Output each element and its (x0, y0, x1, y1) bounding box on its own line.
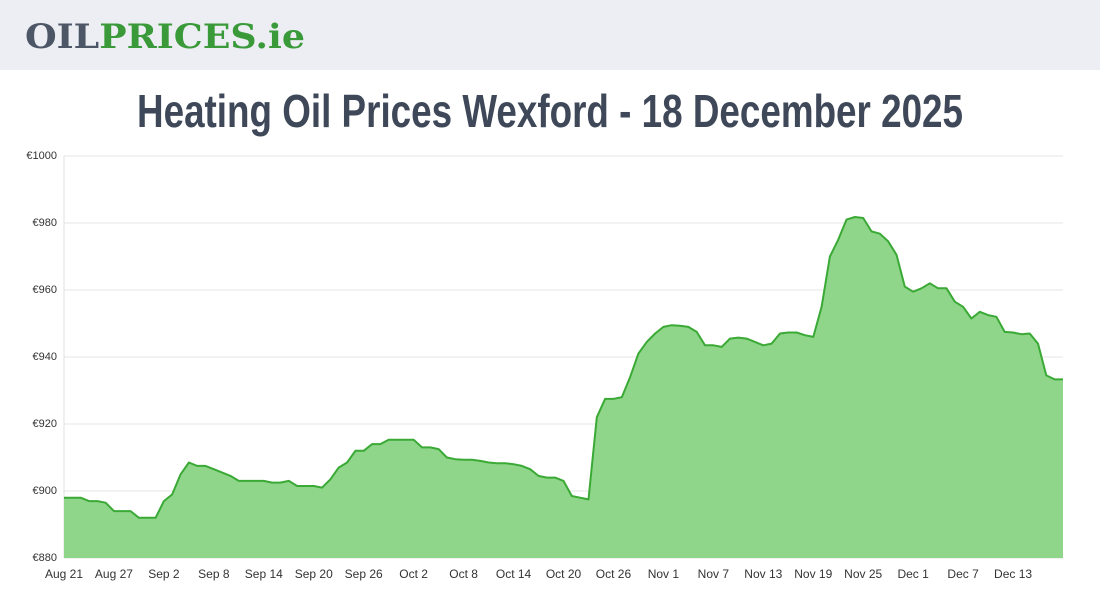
x-tick-label: Aug 27 (95, 567, 133, 581)
logo-part: OIL (25, 17, 99, 57)
x-tick-label: Sep 20 (295, 567, 333, 581)
x-tick-label: Nov 1 (648, 567, 680, 581)
x-tick-label: Aug 21 (45, 567, 83, 581)
y-tick-label: €940 (33, 351, 57, 363)
x-tick-label: Nov 7 (698, 567, 730, 581)
y-tick-label: €980 (33, 217, 57, 229)
logo-part: PRICES (99, 17, 255, 57)
area (64, 217, 1063, 558)
y-tick-label: €900 (33, 485, 57, 497)
x-tick-label: Dec 1 (897, 567, 929, 581)
header-bar (0, 0, 1100, 70)
x-tick-label: Oct 8 (449, 567, 478, 581)
x-tick-label: Dec 13 (994, 567, 1032, 581)
x-tick-label: Nov 25 (844, 567, 882, 581)
y-tick-label: €1000 (26, 150, 57, 162)
x-tick-label: Sep 14 (245, 567, 283, 581)
chart-title: Heating Oil Prices Wexford - 18 December… (137, 85, 963, 137)
x-tick-label: Oct 2 (399, 567, 428, 581)
x-tick-label: Nov 13 (744, 567, 782, 581)
x-tick-label: Oct 26 (596, 567, 632, 581)
x-tick-label: Sep 26 (345, 567, 383, 581)
y-tick-label: €960 (33, 284, 57, 296)
x-tick-label: Nov 19 (794, 567, 832, 581)
x-tick-label: Dec 7 (947, 567, 979, 581)
logo[interactable]: OIL PRICES .ie (25, 17, 305, 57)
line (64, 216, 1063, 519)
x-tick-label: Sep 2 (148, 567, 180, 581)
x-tick-label: Sep 8 (198, 567, 230, 581)
y-tick-label: €880 (33, 552, 57, 564)
x-tick-label: Oct 20 (546, 567, 582, 581)
x-tick-label: Oct 14 (496, 567, 532, 581)
logo-part: .ie (255, 17, 305, 57)
y-tick-label: €920 (33, 418, 57, 430)
